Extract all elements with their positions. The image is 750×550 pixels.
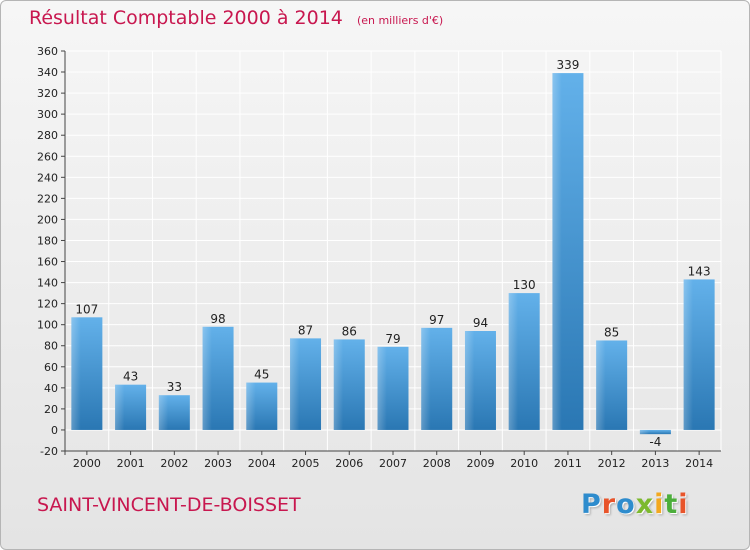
x-tick-label: 2010 bbox=[510, 457, 538, 470]
logo-letter: x bbox=[635, 489, 655, 520]
bar-highlight bbox=[246, 382, 278, 430]
x-tick-label: 2008 bbox=[423, 457, 451, 470]
bar-highlight bbox=[333, 339, 365, 430]
y-tick-label: 160 bbox=[37, 256, 58, 269]
x-tick-label: 2013 bbox=[641, 457, 669, 470]
y-tick-label: 80 bbox=[44, 340, 58, 353]
data-label: -4 bbox=[649, 435, 661, 449]
x-tick-label: 2009 bbox=[466, 457, 494, 470]
x-tick-labels: 2000 2001 2002 2003 2004 2005 2006 2007 2008 2009… bbox=[73, 457, 713, 470]
logo-letter: i bbox=[678, 489, 689, 520]
data-labels: 107 43 33 98 45 87 86 79 97 94 130 339 85 -4 143 bbox=[75, 58, 710, 449]
x-tick-label: 2001 bbox=[117, 457, 145, 470]
data-label: 143 bbox=[688, 264, 711, 278]
data-label: 339 bbox=[556, 58, 579, 72]
y-tick-label: 200 bbox=[37, 213, 58, 226]
bar-highlight bbox=[639, 429, 671, 435]
y-tick-label: 360 bbox=[37, 45, 58, 58]
data-label: 43 bbox=[123, 370, 138, 384]
y-tick-label: 40 bbox=[44, 382, 58, 395]
y-tick-label: 0 bbox=[51, 424, 58, 437]
bar-highlight bbox=[421, 327, 453, 430]
bar-highlight bbox=[683, 279, 715, 430]
data-label: 130 bbox=[513, 278, 536, 292]
x-tick-label: 2000 bbox=[73, 457, 101, 470]
y-tick-label: 120 bbox=[37, 298, 58, 311]
title-text: Résultat Comptable 2000 à 2014 bbox=[29, 7, 343, 29]
y-tick-label: 280 bbox=[37, 129, 58, 142]
y-tick-label: 20 bbox=[44, 403, 58, 416]
y-tick-label: 100 bbox=[37, 319, 58, 332]
y-tick-label: 240 bbox=[37, 171, 58, 184]
bar-highlight bbox=[552, 73, 584, 430]
commune-name: SAINT-VINCENT-DE-BOISSET bbox=[37, 494, 301, 516]
y-tick-labels: -20 0 20 40 60 80 100 120 140 160 180 200 220 240 260 2… bbox=[37, 45, 58, 458]
chart-title: Résultat Comptable 2000 à 2014 (en milli… bbox=[29, 7, 443, 29]
y-tick-label: 340 bbox=[37, 66, 58, 79]
bar-highlight bbox=[71, 317, 103, 430]
x-tick-label: 2002 bbox=[160, 457, 188, 470]
x-tick-label: 2012 bbox=[598, 457, 626, 470]
data-label: 107 bbox=[75, 302, 98, 316]
logo-letter: t bbox=[664, 489, 679, 520]
data-label: 94 bbox=[473, 316, 488, 330]
y-tick-label: 320 bbox=[37, 87, 58, 100]
x-tick-label: 2006 bbox=[335, 457, 363, 470]
data-label: 45 bbox=[254, 368, 269, 382]
bar-highlight bbox=[290, 338, 322, 430]
proxiti-logo[interactable]: Proxiti bbox=[581, 489, 689, 520]
bar-highlight bbox=[202, 326, 234, 430]
y-tick-label: 260 bbox=[37, 150, 58, 163]
y-tick-label: 60 bbox=[44, 361, 58, 374]
data-label: 79 bbox=[385, 332, 400, 346]
x-tick-label: 2011 bbox=[554, 457, 582, 470]
axes bbox=[61, 50, 721, 455]
x-tick-label: 2004 bbox=[248, 457, 276, 470]
data-label: 87 bbox=[298, 323, 313, 337]
x-tick-label: 2014 bbox=[685, 457, 713, 470]
x-tick-label: 2003 bbox=[204, 457, 232, 470]
y-tick-label: 180 bbox=[37, 234, 58, 247]
y-tick-label: 220 bbox=[37, 192, 58, 205]
bar-highlight bbox=[115, 384, 147, 430]
logo-letter: i bbox=[654, 489, 665, 520]
grid-lines bbox=[64, 50, 722, 452]
data-label: 85 bbox=[604, 325, 619, 339]
data-label: 98 bbox=[210, 312, 225, 326]
bars bbox=[71, 73, 715, 435]
chart-subtitle: (en milliers d'€) bbox=[356, 14, 444, 27]
data-label: 97 bbox=[429, 313, 444, 327]
y-tick-label: -20 bbox=[40, 445, 58, 458]
x-tick-label: 2005 bbox=[292, 457, 320, 470]
logo-letter: P bbox=[581, 489, 602, 520]
data-label: 33 bbox=[167, 380, 182, 394]
bar-highlight bbox=[596, 340, 628, 430]
logo-letter: o bbox=[616, 489, 636, 520]
x-tick-label: 2007 bbox=[379, 457, 407, 470]
data-label: 86 bbox=[342, 324, 357, 338]
logo-letter: r bbox=[601, 489, 617, 520]
bar-highlight bbox=[508, 293, 540, 430]
bar-highlight bbox=[158, 395, 190, 430]
y-tick-label: 140 bbox=[37, 277, 58, 290]
bar-highlight bbox=[464, 331, 496, 430]
y-tick-label: 300 bbox=[37, 108, 58, 121]
bar-highlight bbox=[377, 346, 409, 430]
